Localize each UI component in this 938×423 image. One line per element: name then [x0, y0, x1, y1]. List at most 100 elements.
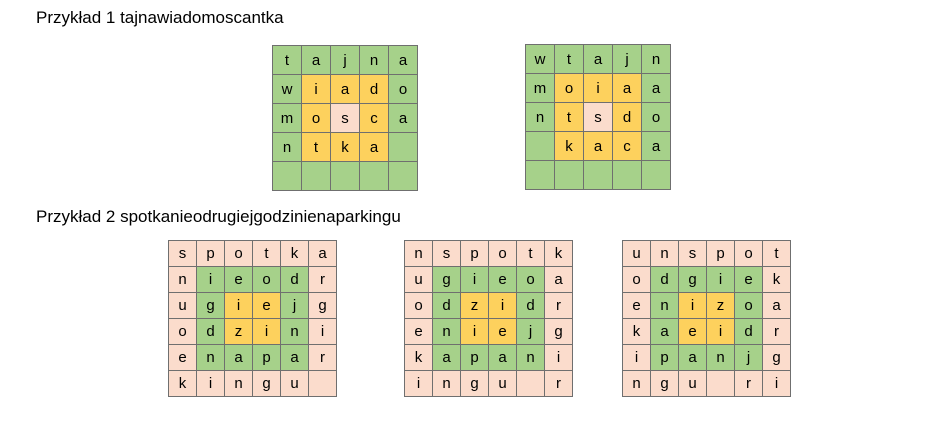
- grid-cell: i: [678, 292, 707, 319]
- grid-cell: a: [583, 131, 613, 161]
- grid-cell: j: [734, 344, 763, 371]
- grid-cell: i: [196, 266, 225, 293]
- grid-cell: z: [460, 292, 489, 319]
- grid-cell: o: [301, 103, 331, 133]
- grid-cell: p: [252, 344, 281, 371]
- grid-cell: o: [641, 102, 671, 132]
- grid-cell: z: [706, 292, 735, 319]
- grid-cell: n: [272, 132, 302, 162]
- grid-cell: m: [272, 103, 302, 133]
- grid-cell: d: [196, 318, 225, 345]
- grid-cell: r: [762, 318, 791, 345]
- example-2-heading: Przykład 2 spotkanieodrugiejgodzinienapa…: [36, 207, 401, 226]
- grid-cell: e: [678, 318, 707, 345]
- grid-cell: u: [622, 240, 651, 267]
- grid-cell: g: [432, 266, 461, 293]
- grid-cell: o: [488, 240, 517, 267]
- grid-cell: c: [359, 103, 389, 133]
- grid-cell: t: [301, 132, 331, 162]
- grid-cell: [525, 131, 555, 161]
- grid-cell: o: [516, 266, 545, 293]
- grid-cell: o: [404, 292, 433, 319]
- grid-cell: i: [488, 292, 517, 319]
- grid-cell: n: [650, 292, 679, 319]
- grid-cell: n: [516, 344, 545, 371]
- grid-cell: c: [612, 131, 642, 161]
- grid-row: [525, 160, 671, 190]
- grid-cell: [583, 160, 613, 190]
- grid-cell: [308, 370, 337, 397]
- grid-cell: a: [280, 344, 309, 371]
- grid-cell: [706, 370, 735, 397]
- grid-cell: o: [168, 318, 197, 345]
- grid-cell: o: [622, 266, 651, 293]
- grid-cell: i: [460, 266, 489, 293]
- grid-cell: a: [488, 344, 517, 371]
- grid-cell: [612, 160, 642, 190]
- grid-cell: g: [650, 370, 679, 397]
- grid-cell: n: [404, 240, 433, 267]
- grid-cell: [516, 370, 545, 397]
- grid-cell: r: [544, 370, 573, 397]
- grid-cell: k: [554, 131, 584, 161]
- grid-cell: g: [678, 266, 707, 293]
- grid-cell: e: [224, 266, 253, 293]
- grid-cell: j: [612, 44, 642, 74]
- grid-cell: o: [388, 74, 418, 104]
- grid-cell: o: [554, 73, 584, 103]
- grid-cell: j: [330, 45, 360, 75]
- grid-cell: a: [359, 132, 389, 162]
- grid-cell: n: [706, 344, 735, 371]
- grid-cell: i: [544, 344, 573, 371]
- grid-cell: e: [252, 292, 281, 319]
- grid-cell: p: [460, 344, 489, 371]
- grid-cell: a: [432, 344, 461, 371]
- grid-cell: a: [678, 344, 707, 371]
- grid-cell: g: [308, 292, 337, 319]
- grid-cell: o: [734, 292, 763, 319]
- grid-cell: n: [432, 318, 461, 345]
- grid-cell: j: [280, 292, 309, 319]
- grid-cell: n: [224, 370, 253, 397]
- grid-cell: t: [272, 45, 302, 75]
- grid-cell: [330, 161, 360, 191]
- grid-cell: n: [359, 45, 389, 75]
- grid-cell: o: [252, 266, 281, 293]
- grid-cell: a: [612, 73, 642, 103]
- grid-cell: d: [734, 318, 763, 345]
- grid-cell: r: [544, 292, 573, 319]
- grid-cell: r: [734, 370, 763, 397]
- grid-cell: t: [554, 44, 584, 74]
- grid-cell: g: [762, 344, 791, 371]
- grid-cell: i: [404, 370, 433, 397]
- grid-cell: p: [196, 240, 225, 267]
- grid-cell: p: [706, 240, 735, 267]
- grid-cell: i: [706, 318, 735, 345]
- grid-cell: r: [308, 344, 337, 371]
- example-1-heading: Przykład 1 tajnawiadomoscantka: [36, 8, 284, 27]
- grid-cell: k: [404, 344, 433, 371]
- grid-cell: o: [734, 240, 763, 267]
- grid-cell: d: [516, 292, 545, 319]
- grid-cell: k: [762, 266, 791, 293]
- grid-cell: u: [280, 370, 309, 397]
